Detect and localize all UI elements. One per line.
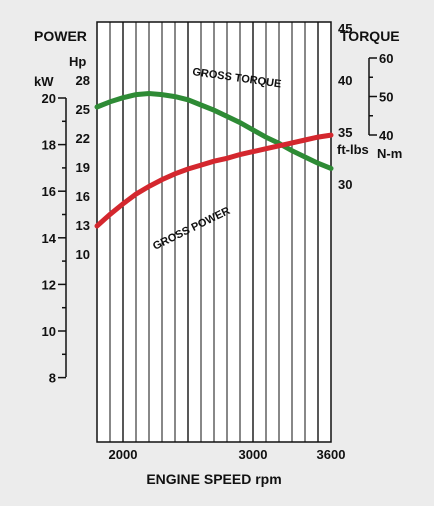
ftlbs-tick-label: 35 — [338, 125, 352, 140]
torque-header: TORQUE — [340, 28, 400, 44]
nm-tick-label: 60 — [379, 51, 393, 66]
x-axis: 2000 3000 3600 — [109, 447, 346, 462]
kw-tick-label: 12 — [42, 277, 56, 292]
kw-tick-label: 14 — [42, 231, 57, 246]
ftlbs-tick-label: 40 — [338, 73, 352, 88]
series-line-gross-torque — [94, 90, 334, 171]
kw-tick-label: 10 — [42, 324, 56, 339]
x-tick-label: 3000 — [239, 447, 268, 462]
nm-unit-label: N-m — [377, 146, 402, 161]
nm-tick-label: 40 — [379, 128, 393, 143]
ftlbs-unit-label: ft-lbs — [337, 142, 369, 157]
series-line-gross-power — [94, 132, 334, 229]
hp-unit-label: Hp — [69, 54, 86, 69]
kw-tick-label: 20 — [42, 91, 56, 106]
nm-tick-label: 50 — [379, 90, 393, 105]
hp-tick-label: 10 — [76, 247, 90, 262]
ftlbs-tick-label: 30 — [338, 177, 352, 192]
x-tick-label: 3600 — [317, 447, 346, 462]
grid-lines — [109, 22, 319, 442]
kw-axis: 8 10 12 14 16 18 20 — [42, 91, 67, 386]
kw-tick-label: 8 — [49, 371, 56, 386]
power-header: POWER — [34, 28, 87, 44]
ftlbs-axis: 30 35 40 45 — [338, 21, 352, 192]
hp-axis: 10 13 16 19 22 25 28 — [76, 73, 90, 262]
hp-tick-label: 22 — [76, 131, 90, 146]
hp-tick-label: 13 — [76, 218, 90, 233]
kw-unit-label: kW — [34, 74, 54, 89]
nm-axis: 40 50 60 — [368, 51, 393, 143]
kw-tick-label: 16 — [42, 184, 56, 199]
hp-tick-label: 28 — [76, 73, 90, 88]
hp-tick-label: 19 — [76, 160, 90, 175]
x-axis-title: ENGINE SPEED rpm — [146, 471, 281, 487]
hp-tick-label: 16 — [76, 189, 90, 204]
ftlbs-tick-label: 45 — [338, 21, 352, 36]
kw-tick-label: 18 — [42, 138, 56, 153]
plot-frame — [96, 21, 332, 443]
x-tick-label: 2000 — [109, 447, 138, 462]
hp-tick-label: 25 — [76, 102, 90, 117]
